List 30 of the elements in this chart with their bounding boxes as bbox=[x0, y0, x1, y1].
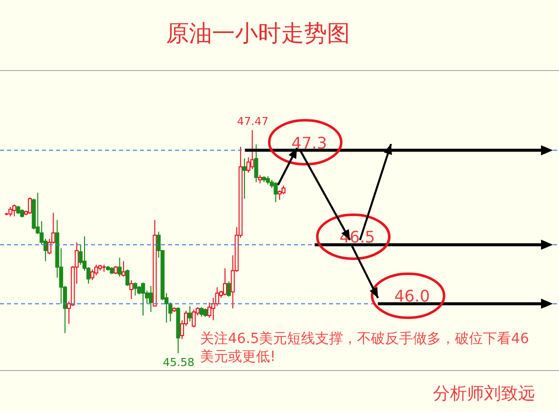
annotation: 45.58 bbox=[162, 356, 194, 370]
candlestick bbox=[222, 268, 227, 296]
candlestick bbox=[122, 260, 126, 278]
candlestick bbox=[188, 306, 192, 322]
annotation: 关注46.5美元短线支撑，不破反手做多，破位下看46 美元或更低! bbox=[200, 330, 529, 366]
annotation: 47.47 bbox=[236, 115, 268, 128]
chart-title: 原油一小时走势图 bbox=[165, 20, 351, 49]
candlestick bbox=[90, 268, 94, 281]
candlestick bbox=[192, 309, 196, 328]
candlestick bbox=[274, 182, 278, 203]
candlestick bbox=[118, 257, 122, 278]
candlestick bbox=[8, 206, 12, 217]
candlestick bbox=[129, 280, 134, 300]
candlestick bbox=[278, 190, 282, 200]
candlestick bbox=[12, 204, 16, 217]
candlestick bbox=[226, 280, 231, 298]
candlestick bbox=[133, 282, 138, 296]
candlestick bbox=[200, 306, 204, 318]
candlestick bbox=[254, 144, 258, 183]
candlestick bbox=[94, 264, 98, 276]
candlestick bbox=[250, 130, 254, 170]
candlestick bbox=[125, 268, 130, 287]
candlestick bbox=[148, 286, 153, 312]
text: 分析师刘致远 bbox=[433, 383, 535, 405]
candlestick bbox=[28, 196, 32, 215]
candlestick bbox=[141, 282, 146, 316]
ref-line-label: 47.3 bbox=[291, 133, 328, 152]
ref-line-label: 46.0 bbox=[394, 286, 430, 306]
candlestick bbox=[242, 158, 246, 200]
candlestick bbox=[207, 302, 212, 318]
